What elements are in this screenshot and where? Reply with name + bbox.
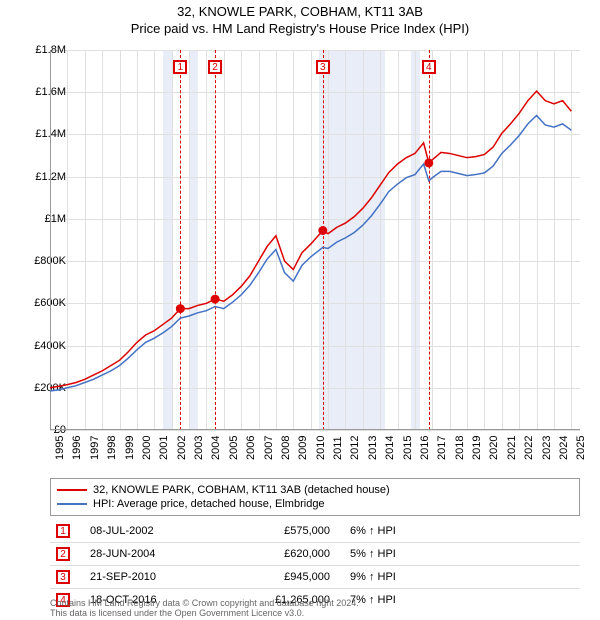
sale-marker [176,304,185,313]
x-tick-label: 1997 [89,436,101,460]
x-tick-label: 2000 [141,436,153,460]
legend-swatch-2 [57,503,87,505]
legend-label-1: 32, KNOWLE PARK, COBHAM, KT11 3AB (detac… [93,484,390,496]
x-tick-label: 2015 [402,436,414,460]
x-tick-label: 1996 [71,436,83,460]
table-row: 2 28-JUN-2004 £620,000 5% ↑ HPI [50,543,580,566]
x-tick-label: 2003 [193,436,205,460]
x-tick-label: 2009 [297,436,309,460]
sale-marker [318,226,327,235]
x-tick-label: 2024 [558,436,570,460]
x-tick-label: 2025 [575,436,587,460]
y-gridline [50,430,580,431]
x-tick-label: 2008 [280,436,292,460]
x-tick-label: 2020 [488,436,500,460]
x-tick-label: 1999 [124,436,136,460]
x-tick-label: 2011 [332,436,344,460]
x-tick-label: 2022 [523,436,535,460]
table-row: 3 21-SEP-2010 £945,000 9% ↑ HPI [50,566,580,589]
x-tick-label: 2005 [228,436,240,460]
legend-item-1: 32, KNOWLE PARK, COBHAM, KT11 3AB (detac… [57,483,573,497]
x-tick-label: 2021 [506,436,518,460]
x-tick-label: 2001 [158,436,170,460]
row-date: 28-JUN-2004 [90,548,210,560]
x-tick-label: 2006 [245,436,257,460]
sale-marker [424,158,433,167]
row-diff: 6% ↑ HPI [350,525,450,537]
row-price: £575,000 [230,525,330,537]
x-tick-label: 2002 [176,436,188,460]
series-line [50,91,571,388]
x-tick-label: 2018 [454,436,466,460]
row-marker: 3 [56,570,70,584]
x-tick-label: 1995 [54,436,66,460]
legend-swatch-1 [57,489,87,491]
row-date: 08-JUL-2002 [90,525,210,537]
x-tick-label: 2016 [419,436,431,460]
x-tick-label: 1998 [106,436,118,460]
legend: 32, KNOWLE PARK, COBHAM, KT11 3AB (detac… [50,478,580,516]
footer-text: Contains HM Land Registry data © Crown c… [50,598,580,618]
row-marker: 1 [56,524,70,538]
row-diff: 9% ↑ HPI [350,571,450,583]
legend-item-2: HPI: Average price, detached house, Elmb… [57,497,573,511]
x-tick-label: 2013 [367,436,379,460]
row-marker: 2 [56,547,70,561]
chart-svg [50,50,580,430]
table-row: 1 08-JUL-2002 £575,000 6% ↑ HPI [50,520,580,543]
row-price: £945,000 [230,571,330,583]
chart-title: 32, KNOWLE PARK, COBHAM, KT11 3AB [0,0,600,19]
x-tick-label: 2004 [210,436,222,460]
x-tick-label: 2014 [384,436,396,460]
chart-subtitle: Price paid vs. HM Land Registry's House … [0,19,600,36]
row-diff: 5% ↑ HPI [350,548,450,560]
x-tick-label: 2012 [349,436,361,460]
legend-label-2: HPI: Average price, detached house, Elmb… [93,498,325,510]
x-tick-label: 2010 [315,436,327,460]
footer-line-2: This data is licensed under the Open Gov… [50,608,580,618]
x-tick-label: 2023 [541,436,553,460]
row-price: £620,000 [230,548,330,560]
row-date: 21-SEP-2010 [90,571,210,583]
chart-container: { "title": "32, KNOWLE PARK, COBHAM, KT1… [0,0,600,620]
x-tick-label: 2019 [471,436,483,460]
footer-line-1: Contains HM Land Registry data © Crown c… [50,598,580,608]
series-line [50,115,571,391]
x-tick-label: 2017 [436,436,448,460]
sale-marker [211,295,220,304]
x-tick-label: 2007 [263,436,275,460]
